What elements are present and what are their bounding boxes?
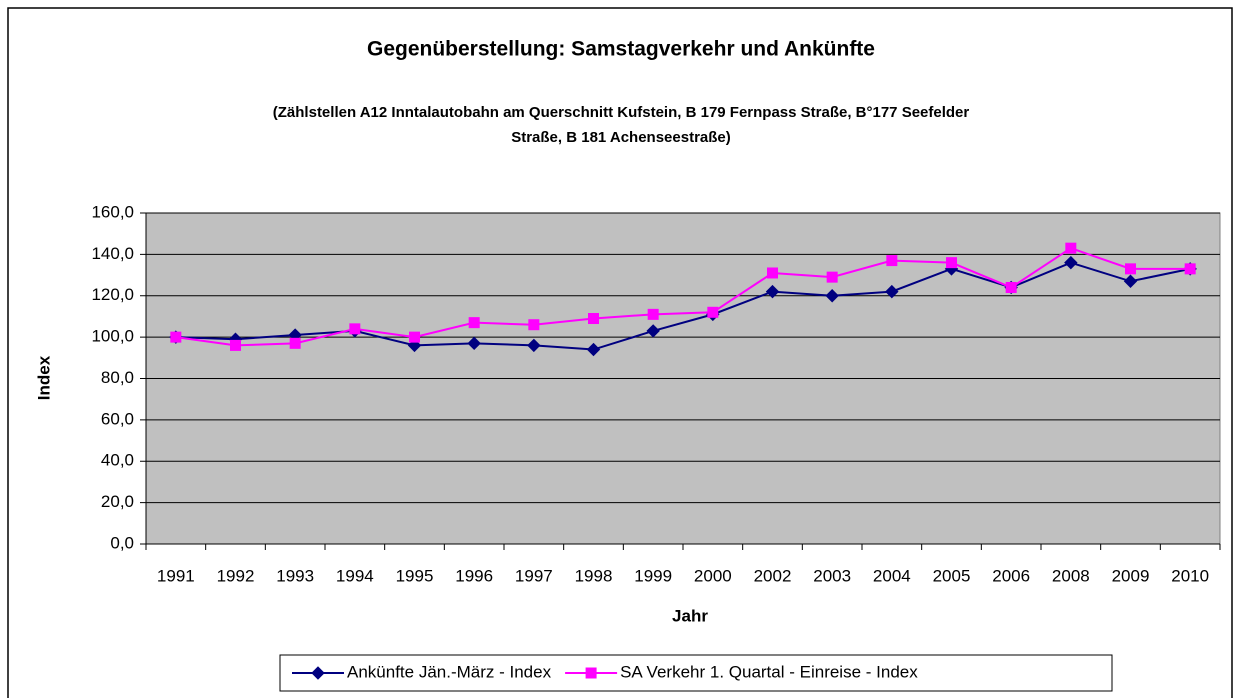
data-point	[170, 331, 182, 343]
data-point	[1064, 255, 1078, 270]
chart-subtitle: Straße, B 181 Achenseestraße)	[511, 129, 731, 146]
data-point	[467, 336, 481, 351]
series-line	[175, 247, 1191, 347]
legend-box	[279, 654, 1113, 692]
data-point	[886, 255, 898, 267]
x-tick-label: 1994	[336, 566, 374, 585]
x-tick-label: 1996	[455, 566, 493, 585]
data-point	[468, 317, 480, 329]
y-tick-label: 60,0	[101, 409, 134, 428]
y-tick-label: 120,0	[91, 285, 134, 304]
data-point	[1065, 242, 1077, 254]
data-point	[586, 342, 601, 357]
data-point	[825, 289, 839, 303]
y-axis-title: Index	[34, 355, 53, 400]
data-point	[1123, 274, 1138, 288]
chart-subtitle: (Zählstellen A12 Inntalautobahn am Quers…	[273, 104, 970, 121]
x-tick-label: 1999	[634, 566, 672, 585]
data-point	[885, 284, 899, 299]
data-point	[646, 324, 660, 338]
data-point	[289, 337, 301, 349]
legend-marker	[311, 666, 325, 680]
x-tick-label: 2008	[1052, 566, 1090, 585]
y-tick-label: 160,0	[91, 202, 134, 221]
data-point	[409, 331, 420, 343]
x-tick-label: 2009	[1112, 566, 1150, 585]
legend-label: SA Verkehr 1. Quartal - Einreise - Index	[620, 662, 918, 681]
legend-marker	[585, 667, 597, 679]
x-tick-label: 1991	[157, 566, 195, 585]
data-point	[1125, 263, 1136, 275]
x-tick-label: 1995	[396, 566, 434, 585]
x-tick-label: 2000	[694, 566, 732, 585]
x-axis-title: Jahr	[672, 606, 708, 625]
data-point	[588, 313, 599, 325]
data-point	[230, 339, 241, 351]
y-tick-label: 0,0	[110, 533, 134, 552]
x-tick-label: 2005	[933, 566, 971, 585]
x-tick-label: 1997	[515, 566, 553, 585]
y-tick-label: 140,0	[91, 244, 134, 263]
data-point	[647, 308, 659, 320]
x-tick-label: 2006	[992, 566, 1030, 585]
x-tick-label: 2002	[754, 566, 792, 585]
data-point	[767, 267, 778, 279]
x-tick-label: 2004	[873, 566, 911, 585]
x-tick-label: 1992	[217, 566, 255, 585]
x-tick-label: 2003	[813, 566, 851, 585]
data-point	[946, 257, 957, 269]
data-point	[528, 319, 540, 331]
x-tick-label: 2010	[1171, 566, 1209, 585]
data-point	[527, 338, 541, 353]
y-tick-label: 80,0	[101, 368, 134, 387]
data-point	[349, 323, 361, 335]
data-point	[1184, 263, 1196, 275]
data-point	[826, 271, 838, 283]
data-point	[1005, 281, 1017, 293]
x-tick-label: 1998	[575, 566, 613, 585]
y-tick-label: 40,0	[101, 451, 134, 470]
chart-title: Gegenüberstellung: Samstagverkehr und An…	[367, 38, 875, 61]
x-tick-label: 1993	[276, 566, 314, 585]
data-point	[765, 284, 780, 299]
y-tick-label: 100,0	[91, 327, 134, 346]
data-point	[707, 306, 719, 318]
legend-label: Ankünfte Jän.-März - Index	[347, 662, 552, 681]
y-tick-label: 20,0	[101, 492, 134, 511]
